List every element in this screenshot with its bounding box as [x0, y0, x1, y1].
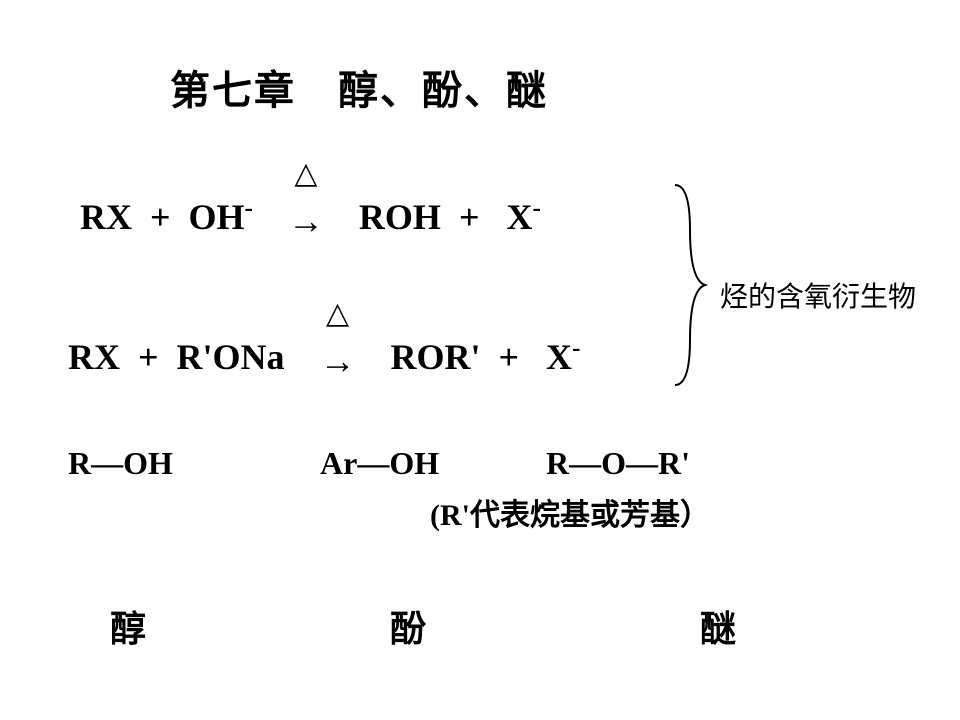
- formula-aroh: Ar—OH: [320, 445, 439, 482]
- eq1-plus2: +: [459, 197, 480, 237]
- eq2-arrow-group: △ →: [303, 340, 373, 382]
- equation-2: RX + R'ONa △ → ROR' + X-: [68, 335, 580, 382]
- eq1-lhs2-sup: -: [245, 195, 253, 222]
- arrow-icon: →: [320, 343, 356, 379]
- equation-1: RX + OH- △ → ROH + X-: [80, 195, 541, 242]
- eq2-rhs2: X: [546, 337, 572, 377]
- eq2-rhs2-sup: -: [572, 335, 580, 362]
- eq1-rhs2: X: [506, 197, 532, 237]
- eq1-plus1: +: [150, 197, 171, 237]
- eq2-plus2: +: [499, 337, 520, 377]
- triangle-icon: △: [294, 156, 317, 191]
- eq2-lhs2: R'ONa: [177, 337, 285, 377]
- arrow-icon: →: [288, 203, 324, 239]
- eq1-rhs2-sup: -: [532, 195, 540, 222]
- formula-ror: R—O—R': [546, 445, 690, 482]
- eq1-arrow-group: △ →: [271, 200, 341, 242]
- eq1-lhs2: OH: [189, 197, 245, 237]
- eq1-lhs1: RX: [80, 197, 132, 237]
- label-ether: 醚: [700, 600, 736, 652]
- triangle-icon: △: [326, 296, 349, 331]
- label-alcohol: 醇: [110, 600, 146, 652]
- eq2-plus1: +: [138, 337, 159, 377]
- brace-label: 烃的含氧衍生物: [720, 275, 916, 315]
- formula-note: (R'代表烷基或芳基）: [430, 490, 710, 534]
- eq2-lhs1: RX: [68, 337, 120, 377]
- label-phenol: 酚: [390, 600, 426, 652]
- chapter-title: 第七章 醇、酚、醚: [170, 58, 548, 116]
- eq2-rhs1: ROR': [391, 337, 481, 377]
- right-brace-icon: [670, 180, 710, 390]
- formula-roh: R—OH: [68, 445, 173, 482]
- eq1-rhs1: ROH: [359, 197, 441, 237]
